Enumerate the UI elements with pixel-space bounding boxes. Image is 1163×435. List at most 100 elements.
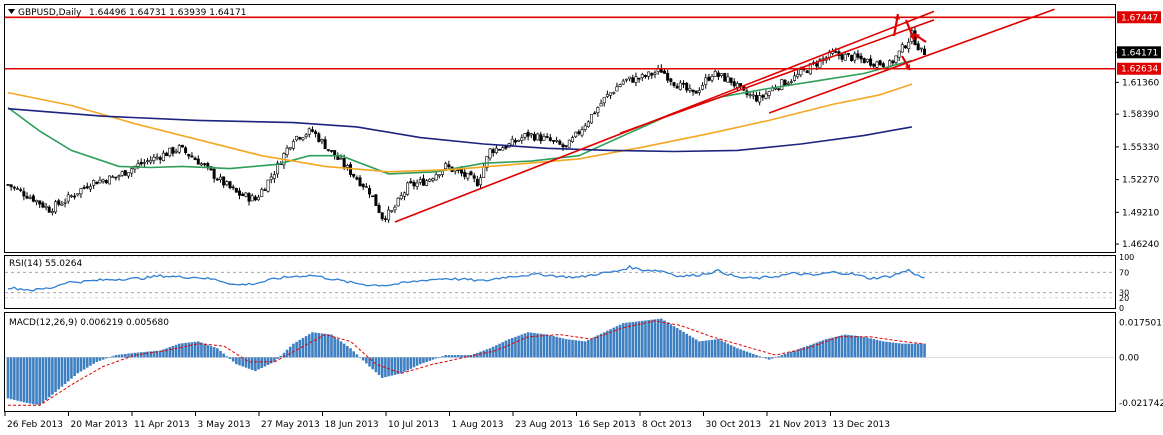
macd-bar	[555, 336, 558, 358]
macd-bar	[216, 348, 219, 358]
candle-body	[174, 150, 178, 153]
arrow-head-icon	[909, 34, 915, 40]
macd-bar	[916, 343, 920, 358]
time-axis-label: 23 Aug 2013	[515, 420, 573, 430]
macd-bar	[732, 346, 736, 358]
candle-body	[574, 131, 578, 138]
candle-body	[85, 186, 89, 189]
macd-bar	[666, 322, 669, 358]
macd-bar	[346, 345, 349, 358]
candle-body	[599, 103, 603, 107]
time-axis-label: 1 Aug 2013	[452, 420, 504, 430]
candle-body	[184, 147, 188, 153]
candle-body	[720, 73, 724, 76]
macd-plot	[5, 318, 1115, 406]
candle-body	[231, 186, 235, 189]
candle-body	[218, 176, 222, 181]
macd-bar	[828, 338, 831, 358]
candle-body	[726, 76, 730, 83]
ma_fast-line	[7, 59, 913, 175]
candle-body	[754, 95, 758, 102]
candle-body	[222, 176, 226, 186]
trendline	[768, 8, 1055, 114]
candle-body	[466, 172, 470, 179]
macd-bar	[438, 357, 441, 358]
macd-bar	[409, 357, 413, 369]
candle-body	[123, 170, 127, 176]
candle-body	[463, 171, 467, 177]
candle-body	[73, 195, 77, 198]
macd-bar	[751, 353, 755, 358]
candle-body	[815, 63, 819, 67]
candle-body	[149, 159, 153, 163]
candle-body	[662, 70, 666, 74]
macd-bar	[904, 343, 907, 358]
macd-bar	[244, 357, 248, 368]
candle-body	[488, 148, 492, 159]
candle-body	[158, 157, 162, 160]
candle-body	[675, 85, 679, 89]
macd-bar	[742, 350, 746, 358]
macd-bar	[463, 355, 466, 358]
candle-body	[624, 78, 628, 81]
macd-bar	[333, 336, 336, 358]
ma_slow-line	[7, 107, 913, 153]
macd-bar	[152, 351, 156, 358]
candle-body	[612, 92, 616, 94]
macd-bar	[720, 340, 723, 358]
macd-bar	[19, 357, 22, 402]
rsi-axis-label: 70	[1119, 268, 1129, 277]
macd-bar	[850, 335, 853, 358]
macd-bar	[85, 357, 89, 368]
macd-bar	[526, 332, 530, 358]
trendline	[619, 19, 935, 135]
macd-bar	[266, 357, 270, 365]
candle-body	[923, 48, 927, 56]
macd-bar	[425, 357, 428, 362]
macd-bar	[510, 337, 514, 358]
candle-body	[47, 206, 51, 213]
candle-body	[225, 181, 229, 186]
candle-body	[580, 129, 584, 136]
macd-bar	[365, 357, 368, 364]
candle-body	[615, 86, 619, 92]
macd-bar	[196, 341, 200, 358]
macd-bar	[621, 323, 625, 358]
macd-bar	[698, 341, 701, 358]
macd-bar	[95, 357, 99, 362]
macd-bar	[834, 336, 838, 358]
candle-body	[460, 169, 464, 174]
macd-bar	[6, 357, 10, 399]
collapse-arrow-icon[interactable]	[8, 9, 15, 14]
macd-bar	[358, 357, 362, 358]
candle-body	[228, 181, 232, 188]
macd-bar	[920, 343, 923, 358]
candle-body	[907, 41, 911, 49]
candle-body	[307, 128, 311, 135]
macd-bar	[533, 333, 536, 358]
macd-bar	[606, 330, 609, 358]
macd-bar	[602, 332, 606, 358]
candle-body	[853, 53, 857, 61]
macd-bar	[361, 357, 365, 361]
candle-body	[529, 133, 533, 136]
macd-bar	[574, 340, 577, 358]
candle-body	[98, 179, 102, 184]
macd-bar	[441, 356, 444, 358]
macd-bar	[818, 341, 822, 358]
macd-bar	[891, 342, 895, 358]
macd-bar	[837, 336, 841, 358]
macd-bar	[22, 357, 26, 403]
rsi-axis-label: 30	[1119, 289, 1129, 298]
macd-bar	[923, 343, 926, 358]
candle-body	[190, 155, 194, 158]
candle-body	[50, 211, 54, 213]
macd-bar	[209, 345, 213, 358]
candle-body	[361, 183, 365, 188]
macd-bar	[726, 343, 730, 358]
symbol-label: GBPUSD,Daily	[18, 8, 82, 18]
candle-body	[501, 147, 505, 151]
candle-body	[253, 196, 257, 201]
macd-bar	[111, 356, 114, 358]
